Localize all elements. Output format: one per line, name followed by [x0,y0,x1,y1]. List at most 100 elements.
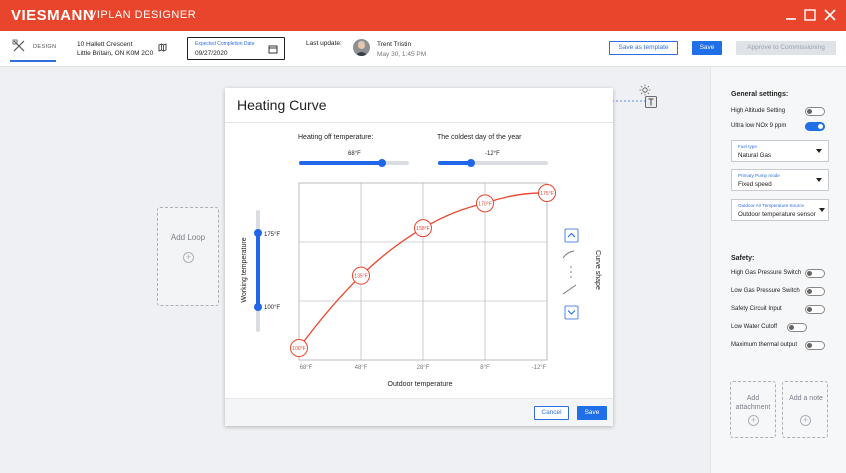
date-value: 09/27/2020 [195,50,228,57]
heating-off-slider[interactable] [299,159,409,167]
map-icon[interactable] [158,43,167,52]
safety-circuit-label: Safety Circuit Input [731,306,782,312]
plus-icon: + [748,415,759,426]
add-note-card[interactable]: Add a note + [782,381,828,438]
chevron-up-icon [567,232,576,238]
chevron-down-icon [816,149,822,153]
date-caption: Expected Completion Date [195,41,255,47]
x-tick-label: 48°F [355,365,368,371]
maximize-icon[interactable] [801,6,819,24]
sun-icon [639,84,651,96]
address-line2: Little Britain, ON K0M 2C0 [77,50,154,57]
coldest-day-slider[interactable] [438,159,548,167]
chevron-down-icon [819,208,825,212]
curve-shape-label: Curve shape [594,250,601,290]
data-label: 175°F [540,191,553,197]
add-attachment-card[interactable]: Add attachment + [730,381,776,438]
data-label: 100°F [292,346,305,352]
low-gas-pressure-label: Low Gas Pressure Switch [731,288,800,294]
curve-shape-preview-icon [562,250,577,295]
data-point[interactable] [538,184,556,202]
data-point[interactable] [414,219,432,238]
last-update-user: Trent Tristin May 30, 1:45 PM [377,40,426,60]
low-water-cutoff-toggle[interactable] [787,323,807,332]
primary-pump-mode-select[interactable]: Primary Pump mode Fixed speed [731,169,829,191]
close-icon[interactable] [821,6,839,24]
data-point[interactable] [352,266,370,285]
add-loop-label: Add Loop [170,233,206,242]
y-axis-label: Working temperature [241,237,248,302]
app-name: VIPLAN DESIGNER [89,9,197,21]
chevron-down-icon [567,310,576,315]
user-name: Trent Tristin [377,41,412,48]
curve-point-handle[interactable]: 158°F [414,219,432,238]
toolbar: DESIGN 10 Hallett Crescent Little Britai… [0,31,846,67]
heating-curve-dialog: Heating Curve Heating off temperature: 6… [225,88,613,426]
curve-point-handle[interactable]: 100°F [290,339,308,357]
data-point[interactable] [476,194,494,213]
slider-handle[interactable] [377,159,386,167]
ultra-low-nox-label: Ultra low NOx 9 ppm [731,123,787,129]
design-tools-icon [12,39,25,52]
working-temp-max-handle[interactable] [254,229,262,237]
chevron-down-icon [816,178,822,182]
working-temp-max-label: 175°F [264,232,280,238]
curve-shape-down-button[interactable] [564,305,579,320]
save-as-template-button[interactable]: Save as template [609,41,678,55]
max-thermal-output-label: Maximum thermal output [731,342,798,348]
brand-logo: VIESMANN [11,7,95,24]
fuel-type-value: Natural Gas [738,152,772,159]
curve-shape-up-button[interactable] [564,228,579,243]
divider [225,122,613,123]
air-source-value: Outdoor temperature sensor [738,211,816,218]
minimize-icon[interactable] [782,6,800,24]
completion-date-field[interactable]: Expected Completion Date 09/27/2020 [187,37,285,60]
x-tick-label: 8°F [480,365,490,371]
plus-icon: + [800,415,811,426]
slider-handle[interactable] [467,159,475,167]
outdoor-air-source-select[interactable]: Outdoor Air Temperature Source Outdoor t… [731,199,829,221]
plus-icon: + [183,252,194,263]
high-gas-pressure-toggle[interactable] [805,269,825,278]
fuel-type-caption: Fuel type [738,144,757,149]
ultra-low-nox-toggle[interactable] [805,122,825,131]
safety-circuit-toggle[interactable] [805,305,825,314]
cancel-button[interactable]: Cancel [534,406,569,420]
low-gas-pressure-toggle[interactable] [805,287,825,296]
properties-panel: General settings: High Altitude Setting … [710,67,846,473]
address-line1: 10 Hallett Crescent [77,41,133,48]
working-temp-range [256,233,260,307]
dialog-save-button[interactable]: Save [577,406,607,420]
working-temp-min-handle[interactable] [254,303,262,311]
air-source-caption: Outdoor Air Temperature Source [738,203,805,208]
avatar [353,39,370,56]
approve-to-commissioning-button[interactable]: Approve to Commissioning [736,41,836,55]
heating-off-value: 68°F [348,151,361,157]
calendar-icon[interactable] [268,44,278,54]
outdoor-sensor-connector [612,100,645,102]
slider-fill [299,161,382,165]
high-altitude-toggle[interactable] [805,107,825,116]
data-label: 170°F [478,201,491,207]
low-water-cutoff-label: Low Water Cutoff [731,324,778,330]
dialog-title: Heating Curve [237,97,327,113]
high-gas-pressure-label: High Gas Pressure Switch [731,270,802,276]
curve-point-handle[interactable]: 175°F [538,184,556,202]
data-point[interactable] [290,339,308,357]
pump-mode-caption: Primary Pump mode [738,173,780,178]
dialog-footer: Cancel Save [225,398,613,426]
curve-point-handle[interactable]: 170°F [476,194,494,213]
tab-design[interactable]: DESIGN [10,37,56,62]
heating-off-label: Heating off temperature: [298,134,374,141]
x-tick-label: -12°F [532,365,547,371]
user-timestamp: May 30, 1:45 PM [377,51,427,58]
add-loop-card[interactable]: Add Loop + [157,207,219,306]
save-button[interactable]: Save [692,41,722,55]
temperature-sensor-icon[interactable] [645,96,657,108]
max-thermal-output-toggle[interactable] [805,341,825,350]
fuel-type-select[interactable]: Fuel type Natural Gas [731,140,829,162]
curve-point-handle[interactable]: 135°F [352,266,370,285]
title-bar: VIESMANN VIPLAN DESIGNER [0,0,846,31]
add-attachment-label: Add attachment [735,395,771,411]
slider-fill [438,161,471,165]
